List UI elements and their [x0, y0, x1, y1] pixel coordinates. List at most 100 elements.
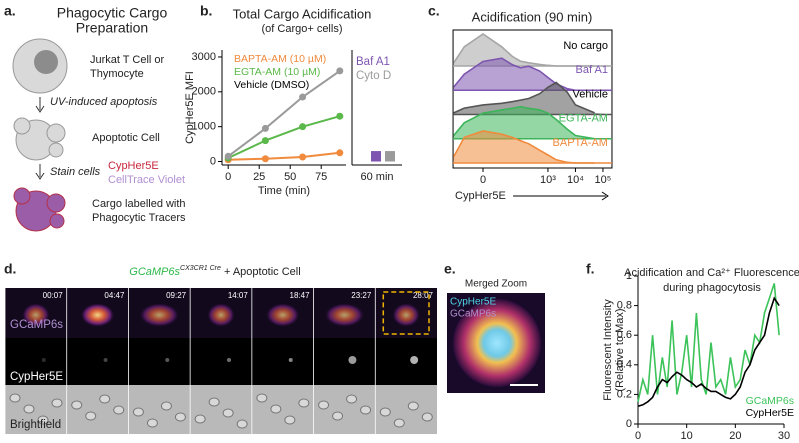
marker: [336, 67, 344, 75]
panel-label: e.: [444, 261, 456, 277]
cypher-spot: [348, 356, 357, 364]
chart-title: Acidification and Ca²⁺ Fluorescence: [624, 267, 799, 279]
y-tick-label: 0.6: [617, 329, 632, 341]
y-tick-label: 1000: [192, 121, 216, 133]
y-tick-label: 0.4: [617, 359, 632, 371]
brightfield-cell: [256, 393, 268, 403]
marker: [261, 155, 269, 163]
timestamp: 28:07: [413, 291, 434, 300]
ridge-area: [453, 34, 612, 66]
x-tick-label: 10⁴: [567, 174, 584, 186]
panel-label: c.: [428, 3, 440, 19]
brightfield-cell: [407, 401, 419, 411]
timestamp: 00:07: [43, 291, 64, 300]
series-line: [227, 70, 341, 158]
plot-frame: [452, 29, 613, 169]
scheme-title: Phagocytic Cargo: [57, 5, 168, 21]
y-tick-label: 0.8: [617, 300, 632, 312]
ridge-label: Baf A1: [576, 64, 608, 76]
stain-label: CellTrace Violet: [108, 174, 185, 186]
brightfield-cell: [146, 418, 158, 428]
legend-entry: EGTA-AM (10 µM): [234, 66, 320, 78]
brightfield-cell: [9, 393, 21, 403]
cypher-spot: [103, 358, 108, 362]
cell-signal: [265, 303, 300, 327]
x-tick-label: 25: [253, 171, 265, 183]
cypher-row: [5, 338, 437, 385]
cell-signal: [21, 303, 50, 327]
brightfield-cell: [194, 414, 206, 424]
marker: [336, 149, 344, 157]
bar: [385, 151, 395, 162]
x-tick-label: 0: [225, 171, 231, 183]
legend-entry: GCaMP6s: [746, 395, 794, 407]
y-tick-label: 0: [626, 418, 632, 430]
cypher-spot: [227, 358, 231, 362]
cell-label: Thymocyte: [90, 68, 144, 80]
marker: [336, 112, 344, 120]
panel-label: d.: [4, 261, 16, 277]
panel-label: a.: [4, 3, 16, 19]
ridge-label: No cargo: [563, 40, 608, 52]
timestamp: 18:47: [290, 291, 311, 300]
cell-label: Apoptotic Cell: [92, 132, 160, 144]
brightfield-cell: [71, 400, 83, 410]
brightfield-cell: [222, 408, 234, 418]
cell-signal: [324, 303, 365, 327]
chart-subtitle: (of Cargo+ cells): [261, 23, 342, 35]
x-tick-label: 20: [729, 430, 741, 442]
ridge-area: [453, 58, 612, 91]
marker: [299, 93, 307, 101]
brightfield-cell: [23, 404, 35, 414]
scheme-drawing: [12, 38, 68, 232]
x-tick-label: 50: [284, 171, 296, 183]
row-label: CypHer5E: [10, 371, 63, 383]
chart-title: during phagocytosis: [663, 282, 761, 294]
marker: [299, 123, 307, 131]
legend-entry: Cyto D: [356, 70, 391, 82]
marker: [224, 152, 232, 160]
title-part: + Apoptotic Cell: [221, 266, 301, 278]
stain-label: CypHer5E: [108, 160, 159, 172]
y-tick-label: 2000: [192, 86, 216, 98]
ridge-label: BAPTA-AM: [553, 137, 608, 149]
y-tick-label: 0: [210, 155, 216, 167]
marker: [261, 137, 269, 145]
brightfield-cell: [208, 397, 220, 407]
brightfield-row: [5, 385, 437, 434]
cypher-spot: [288, 358, 293, 362]
series-line: [228, 151, 340, 161]
ridge-area: [453, 82, 612, 115]
y-axis-label: Fluorescent Intensity: [602, 299, 614, 401]
brightfield-cell: [51, 398, 63, 408]
cell-signal: [80, 303, 115, 327]
cell-signal: [207, 303, 235, 327]
brightfield-cell: [99, 394, 111, 404]
panel-label: f.: [586, 261, 595, 277]
brightfield-cell: [284, 415, 296, 425]
brightfield-cell: [160, 401, 172, 411]
brightfield-cell: [174, 412, 186, 422]
x-axis-label: CypHer5E: [455, 190, 506, 202]
chart-title: Acidification (90 min): [472, 9, 593, 24]
x-axis-label: Time (min): [258, 185, 310, 197]
ridge-line: [453, 105, 595, 140]
x-tick-label: 10⁵: [595, 174, 612, 186]
brightfield-cell: [379, 407, 391, 417]
y-tick-label: 3000: [192, 51, 216, 63]
brightfield-cell: [132, 407, 144, 417]
cypher-spot: [41, 358, 46, 362]
timestamp: 09:27: [166, 291, 187, 300]
ridge-label: Vehicle: [572, 88, 607, 100]
cypher-spot: [410, 356, 419, 364]
x-tick-label: 30: [778, 430, 790, 442]
imaging-title: GCaMP6sCX3CR1 Cre + Apoptotic Cell: [129, 265, 300, 278]
zoom-title: Merged Zoom: [465, 279, 527, 290]
brightfield-cell: [236, 419, 248, 429]
timestamp: 04:47: [104, 291, 125, 300]
series-line: [637, 283, 780, 402]
cypher-spot: [165, 358, 170, 362]
series-line: [227, 115, 341, 159]
brightfield-cell: [298, 398, 310, 408]
